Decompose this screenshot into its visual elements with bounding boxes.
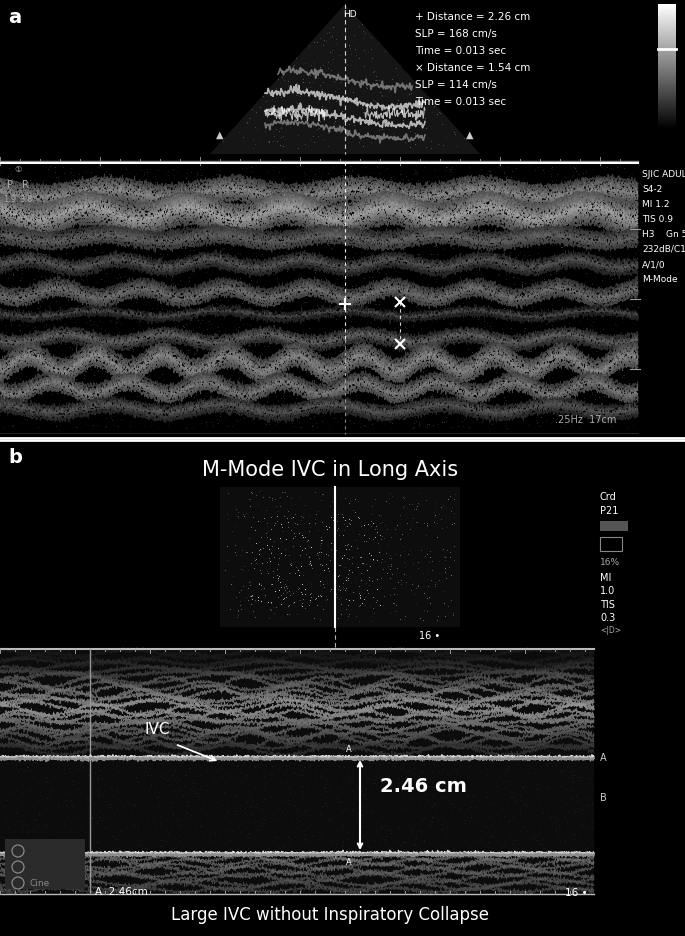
Bar — [0, 650, 594, 894]
Text: H3    Gn 59: H3 Gn 59 — [642, 229, 685, 239]
Text: R: R — [21, 180, 29, 190]
Text: b: b — [8, 447, 22, 466]
Text: Time = 0.013 sec: Time = 0.013 sec — [415, 97, 506, 107]
Text: MI: MI — [600, 573, 612, 582]
Text: ▲: ▲ — [466, 130, 474, 139]
Text: 1.9: 1.9 — [3, 196, 16, 204]
Text: 16%: 16% — [600, 558, 620, 566]
Text: 232dB/C1: 232dB/C1 — [642, 244, 685, 254]
Bar — [600, 521, 628, 532]
Text: + Distance = 2.26 cm: + Distance = 2.26 cm — [415, 12, 530, 22]
Bar — [220, 488, 460, 627]
Text: 16 •: 16 • — [419, 630, 440, 640]
Text: A  2.46cm: A 2.46cm — [95, 886, 148, 896]
Text: P21: P21 — [600, 505, 619, 516]
Text: TIS 0.9: TIS 0.9 — [642, 214, 673, 224]
Text: M-Mode IVC in Long Axis: M-Mode IVC in Long Axis — [202, 460, 458, 479]
Text: <|D>: <|D> — [600, 625, 621, 635]
Text: a: a — [8, 8, 21, 27]
Text: A: A — [346, 857, 352, 866]
Text: Large IVC without Inspiratory Collapse: Large IVC without Inspiratory Collapse — [171, 905, 489, 923]
Text: Crd: Crd — [600, 491, 616, 502]
Text: B: B — [600, 792, 607, 802]
Text: Cine: Cine — [30, 879, 50, 887]
Text: 1.0: 1.0 — [600, 585, 615, 595]
Text: S4-2: S4-2 — [642, 184, 662, 194]
Text: Time = 0.013 sec: Time = 0.013 sec — [415, 46, 506, 56]
Text: .25Hz  17cm: .25Hz 17cm — [555, 415, 616, 425]
Text: × Distance = 1.54 cm: × Distance = 1.54 cm — [415, 63, 530, 73]
Text: TIS: TIS — [600, 599, 615, 609]
Text: ▲: ▲ — [216, 130, 224, 139]
Text: SLP = 168 cm/s: SLP = 168 cm/s — [415, 29, 497, 39]
Text: A: A — [600, 753, 607, 762]
Text: P: P — [7, 180, 13, 190]
Text: SJIC ADULT: SJIC ADULT — [642, 169, 685, 179]
Text: M-Mode: M-Mode — [642, 274, 677, 284]
Text: IVC: IVC — [145, 722, 171, 737]
Text: ①: ① — [14, 166, 22, 174]
Text: SLP = 114 cm/s: SLP = 114 cm/s — [415, 80, 497, 90]
Text: 2.46 cm: 2.46 cm — [380, 776, 467, 795]
Bar — [5, 839, 85, 889]
Text: 0.3: 0.3 — [600, 612, 615, 622]
Text: MI 1.2: MI 1.2 — [642, 199, 669, 209]
Text: 16 •: 16 • — [565, 887, 588, 897]
Text: HD: HD — [343, 10, 357, 19]
Bar — [600, 537, 622, 551]
Polygon shape — [210, 5, 480, 154]
Text: A: A — [346, 744, 352, 753]
Text: A/1/0: A/1/0 — [642, 259, 666, 269]
Text: 3.8: 3.8 — [19, 196, 33, 204]
